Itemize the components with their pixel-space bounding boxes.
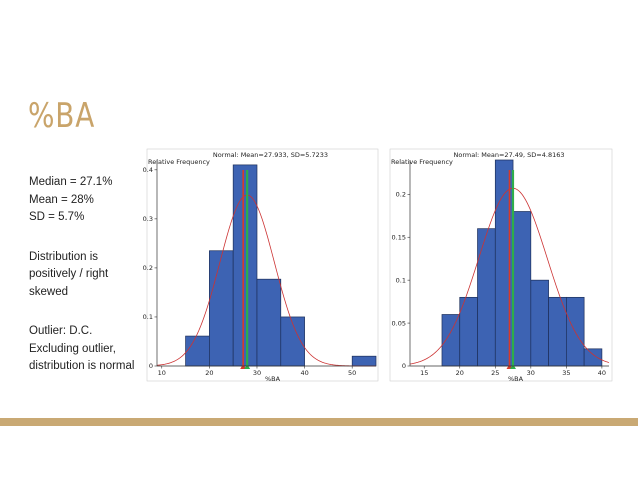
- note-distribution: Distribution is positively / right skewe…: [29, 250, 109, 298]
- note-outlier: Outlier: D.C.: [29, 325, 93, 337]
- histogram-bar: [441, 314, 461, 367]
- y-tick-label: 0.05: [392, 319, 406, 327]
- notes-panel: Median = 27.1% Mean = 28% SD = 5.7% Dist…: [29, 174, 147, 376]
- x-tick-label: 25: [491, 369, 499, 377]
- note-excluding-outlier: Excluding outlier, distribution is norma…: [29, 342, 135, 373]
- histogram-bar: [185, 335, 210, 367]
- histogram-bar: [459, 296, 478, 367]
- chart-title: Normal: Mean=27.49, SD=4.8163: [454, 151, 565, 159]
- histogram-bar: [209, 250, 234, 367]
- x-tick-label: 50: [348, 369, 356, 377]
- histogram-bar: [477, 228, 496, 367]
- histogram-bar: [583, 348, 603, 367]
- x-tick-label: 40: [598, 369, 606, 377]
- y-tick-label: 0: [402, 362, 406, 370]
- y-tick-label: 0.2: [396, 191, 406, 199]
- chart-title: Normal: Mean=27.933, SD=5.7233: [213, 151, 328, 159]
- x-tick-label: 20: [456, 369, 464, 377]
- y-axis-label: Relative Frequency: [148, 158, 210, 166]
- x-tick-label: 40: [300, 369, 308, 377]
- line-marker: [240, 364, 247, 369]
- x-axis-label: %BA: [265, 375, 281, 383]
- histogram-bar: [530, 279, 549, 367]
- y-tick-label: 0: [149, 362, 153, 370]
- x-axis-label: %BA: [508, 375, 524, 383]
- x-tick-label: 35: [562, 369, 570, 377]
- y-tick-label: 0.3: [143, 215, 153, 223]
- normal-curve: [156, 194, 376, 367]
- slide-title: %BA: [28, 96, 96, 136]
- x-tick-label: 15: [420, 369, 428, 377]
- line-marker: [244, 364, 251, 369]
- histogram-bar: [512, 211, 532, 367]
- x-tick-label: 30: [527, 369, 535, 377]
- y-tick-label: 0.1: [396, 276, 406, 284]
- y-axis-label: Relative Frequency: [391, 158, 453, 166]
- note-sd: SD = 5.7%: [29, 211, 85, 223]
- x-tick-label: 10: [158, 369, 166, 377]
- histogram-bar: [232, 164, 258, 367]
- histogram-bar: [256, 278, 282, 367]
- y-tick-label: 0.4: [143, 166, 153, 174]
- y-tick-label: 0.15: [392, 233, 406, 241]
- x-tick-label: 20: [205, 369, 213, 377]
- bottom-accent-bar: [0, 418, 638, 426]
- histogram-bar: [351, 355, 377, 367]
- note-median: Median = 27.1%: [29, 176, 113, 188]
- x-tick-label: 30: [253, 369, 261, 377]
- histogram-bar: [494, 159, 514, 367]
- y-tick-label: 0.1: [143, 313, 153, 321]
- y-tick-label: 0.2: [143, 264, 153, 272]
- note-mean: Mean = 28%: [29, 193, 94, 206]
- line-marker: [509, 364, 516, 369]
